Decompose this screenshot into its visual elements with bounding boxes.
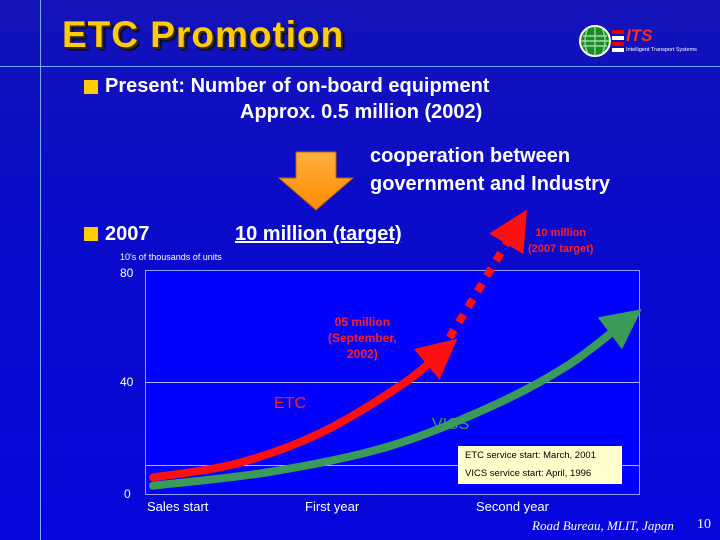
series-line-etc xyxy=(149,338,458,482)
annotation-etc-now-l1: 05 million xyxy=(334,315,391,329)
service-start-note: ETC service start: March, 2001 VICS serv… xyxy=(458,446,622,484)
bullet-square-2007 xyxy=(84,227,98,241)
x-tick-second-year: Second year xyxy=(476,499,549,514)
y-unit-label: 10's of thousands of units xyxy=(120,252,222,262)
annotation-target-l1: 10 million xyxy=(535,227,587,239)
gridline-40 xyxy=(146,382,639,383)
note-vics-service: VICS service start: April, 1996 xyxy=(465,468,592,479)
slide-title: ETC Promotion xyxy=(62,14,345,55)
annotation-etc-now: 05 million (September, 2002) xyxy=(328,314,397,362)
annotation-etc-now-l3: 2002) xyxy=(347,347,378,361)
down-arrow-icon xyxy=(277,151,355,211)
left-rule xyxy=(40,0,41,540)
footer-source: Road Bureau, MLIT, Japan xyxy=(532,518,674,533)
cooperation-line-1: cooperation between xyxy=(370,145,571,167)
its-logo-subtext: Intelligent Transport Systems xyxy=(626,47,697,53)
page-number: 10 xyxy=(697,517,711,532)
cooperation-line-2: government and Industry xyxy=(370,173,611,195)
its-logo: ITS Intelligent Transport Systems xyxy=(578,24,706,58)
annotation-etc-now-l2: (September, xyxy=(328,331,397,345)
target-text: 10 million (target) xyxy=(235,223,402,245)
y-tick-80: 80 xyxy=(120,266,134,280)
annotation-target-l2: (2007 target) xyxy=(528,243,594,255)
present-line-1: Present: Number of on-board equipment xyxy=(105,75,490,97)
note-etc-service: ETC service start: March, 2001 xyxy=(465,450,596,461)
series-line-vics xyxy=(149,309,642,490)
header-rule xyxy=(0,66,720,67)
series-line-etc-target xyxy=(436,209,527,356)
series-label-etc: ETC xyxy=(274,395,306,412)
its-globe-icon xyxy=(579,25,624,57)
gridline-0 xyxy=(146,465,639,466)
y-tick-40: 40 xyxy=(120,375,134,389)
x-tick-first-year: First year xyxy=(305,499,360,514)
bullet-square-present xyxy=(84,80,98,94)
x-tick-sales-start: Sales start xyxy=(147,499,209,514)
present-line-2: Approx. 0.5 million (2002) xyxy=(240,101,483,123)
y-tick-0: 0 xyxy=(124,487,131,501)
series-label-vics: VICS xyxy=(432,416,470,433)
annotation-target: 10 million (2007 target) xyxy=(528,225,593,257)
its-logo-text: ITS xyxy=(626,26,653,45)
year-2007: 2007 xyxy=(105,223,150,245)
